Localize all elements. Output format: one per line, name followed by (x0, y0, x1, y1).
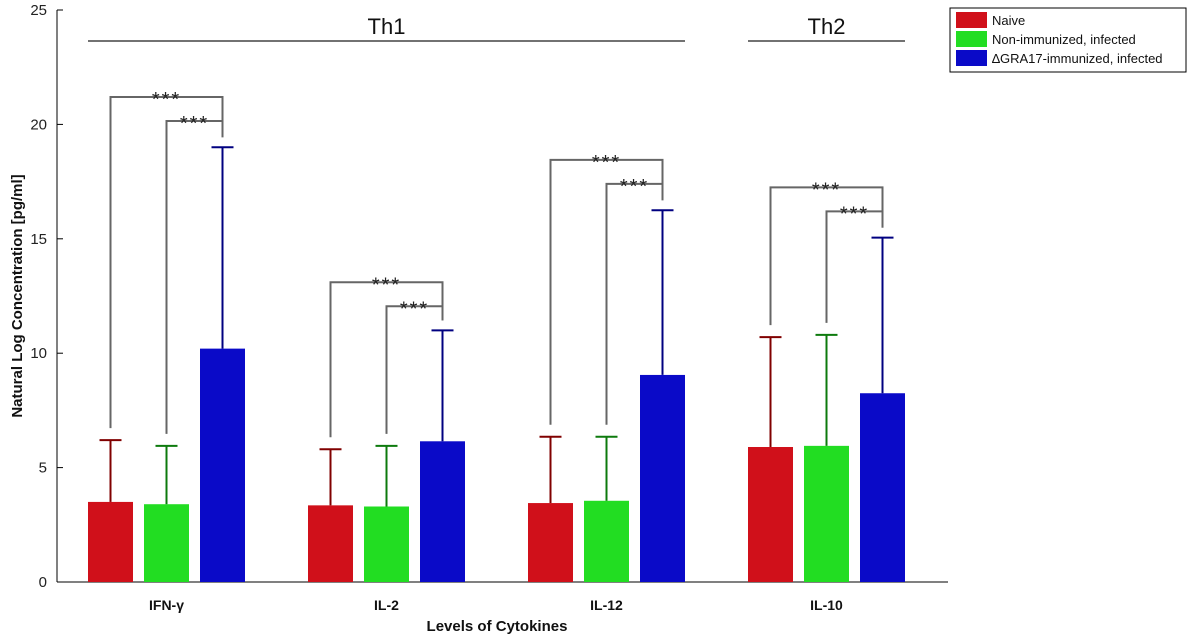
bar (584, 500, 629, 582)
bar (748, 447, 793, 582)
significance-label: *** (180, 113, 209, 135)
bar (364, 506, 409, 582)
significance-label: *** (812, 179, 841, 201)
bar (88, 501, 133, 582)
group-label: Th1 (368, 14, 406, 39)
significance-label: *** (840, 203, 869, 225)
significance-bracket (385, 305, 444, 434)
legend-box (949, 7, 1187, 73)
bar (144, 504, 189, 582)
y-tick-label: 20 (30, 116, 47, 133)
x-tick-label: IFN-γ (149, 597, 184, 613)
significance-label: *** (372, 274, 401, 296)
x-tick-label: IL-10 (810, 597, 843, 613)
legend-swatch (956, 12, 987, 28)
significance-label: *** (400, 298, 429, 320)
y-tick-label: 15 (30, 231, 47, 248)
significance-bracket (825, 210, 884, 323)
legend-label: Naive (992, 13, 1025, 28)
bar (528, 503, 573, 582)
y-tick-label: 0 (39, 574, 47, 591)
bar (804, 445, 849, 582)
significance-bracket (329, 281, 444, 438)
significance-bracket (165, 119, 224, 434)
y-axis-title: Natural Log Concentration [pg/ml] (9, 174, 26, 417)
significance-bracket (605, 182, 664, 425)
group-label: Th2 (808, 14, 846, 39)
y-tick-label: 5 (39, 460, 47, 477)
significance-label: *** (620, 176, 649, 198)
x-tick-label: IL-12 (590, 597, 623, 613)
y-tick-label: 10 (30, 345, 47, 362)
significance-bracket (769, 186, 884, 326)
significance-label: *** (152, 89, 181, 111)
bar (860, 393, 905, 582)
x-axis-title: Levels of Cytokines (427, 618, 568, 635)
bar (640, 374, 685, 582)
y-tick-label: 25 (30, 2, 47, 19)
significance-bracket (109, 95, 224, 429)
significance-bracket (549, 158, 664, 425)
legend-label: ∆GRA17-immunized, infected (992, 51, 1163, 66)
x-tick-label: IL-2 (374, 597, 399, 613)
bar (420, 441, 465, 582)
legend-swatch (956, 31, 987, 47)
legend-swatch (956, 50, 987, 66)
legend-label: Non-immunized, infected (992, 32, 1136, 47)
significance-label: *** (592, 152, 621, 174)
bar (308, 505, 353, 582)
bar (200, 348, 245, 582)
